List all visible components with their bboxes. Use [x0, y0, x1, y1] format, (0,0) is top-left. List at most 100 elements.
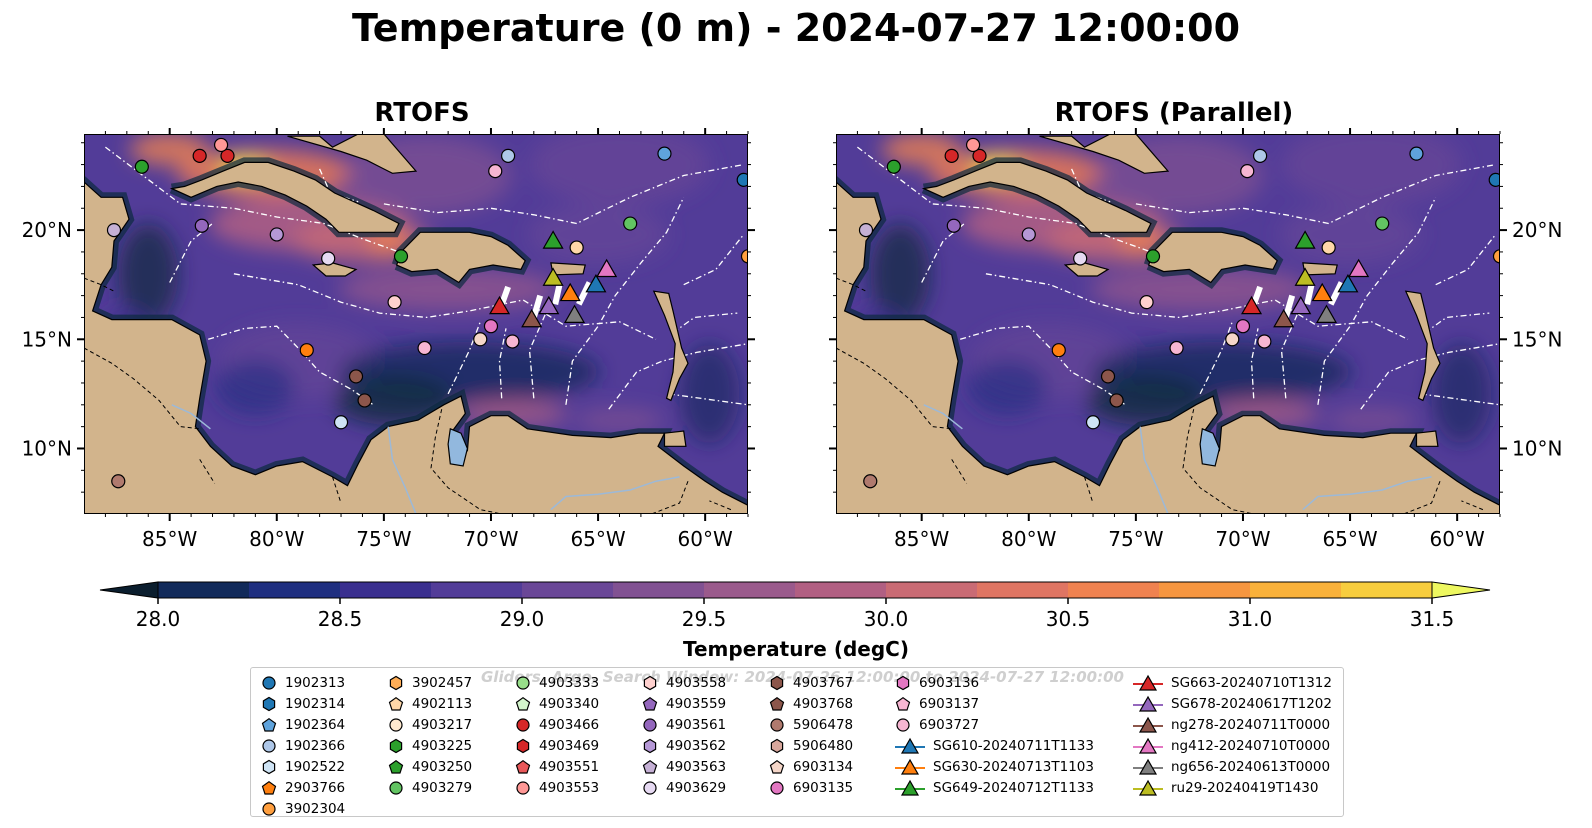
observation-marker-4903558[interactable]: [1139, 295, 1154, 310]
observation-marker-4903562[interactable]: [1021, 227, 1036, 242]
observation-marker-4903767[interactable]: [1100, 369, 1116, 384]
observation-marker-5906478[interactable]: [863, 474, 878, 489]
observation-marker-6903136[interactable]: [483, 319, 499, 334]
observation-marker-4903768[interactable]: [1109, 393, 1124, 408]
observation-marker-SG610-20240711T1133[interactable]: [1337, 273, 1359, 293]
observation-marker-5906478[interactable]: [111, 474, 126, 489]
observation-marker-2903766[interactable]: [299, 343, 314, 358]
observation-marker-6903727[interactable]: [1169, 340, 1184, 356]
legend-item-label: 4903279: [412, 779, 473, 796]
circle-marker-icon: [262, 801, 276, 816]
legend-item-label: 4903563: [666, 758, 727, 775]
observation-marker-1902522[interactable]: [333, 415, 349, 430]
observation-marker-4903466[interactable]: [192, 148, 207, 163]
observation-marker-SG663-20240710T1312[interactable]: [1241, 295, 1263, 315]
observation-marker-4903250[interactable]: [134, 159, 149, 174]
observation-marker-1902366[interactable]: [1253, 148, 1268, 163]
observation-marker-SG678-20240617T1202[interactable]: [1290, 295, 1312, 315]
observation-marker-ng656-20240613T0000[interactable]: [1315, 304, 1338, 323]
observation-marker-ru29-20240419T1430[interactable]: [542, 267, 564, 286]
observation-marker-4903559[interactable]: [194, 218, 209, 233]
legend-item-label: 6903136: [919, 674, 980, 691]
hexagon-marker-icon: [516, 738, 530, 753]
observation-marker-4903629[interactable]: [321, 251, 336, 266]
observation-marker-1902313[interactable]: [1488, 172, 1500, 187]
colorbar-segment: [249, 582, 341, 598]
observation-marker-4903629[interactable]: [1073, 251, 1088, 266]
glider-track: [1282, 294, 1296, 319]
observation-marker-SG649-20240712T1133[interactable]: [1294, 230, 1316, 249]
eez-boundary-line: [1360, 343, 1500, 410]
observation-marker-SG630-20240713T1103[interactable]: [1311, 282, 1333, 302]
observation-marker-SG630-20240713T1103[interactable]: [559, 282, 581, 302]
observation-marker-6903134[interactable]: [473, 332, 488, 347]
observation-marker-SG678-20240617T1202[interactable]: [538, 295, 560, 315]
observation-marker-4903225[interactable]: [1145, 249, 1161, 264]
eez-boundary-line: [857, 146, 1152, 253]
observation-marker-ng412-20240710T0000[interactable]: [1348, 258, 1370, 278]
observation-marker-6903137[interactable]: [1257, 334, 1272, 349]
legend-column: 4903767 4903768 5906478 5906480 6903134 69031…: [769, 672, 853, 798]
colorbar-segment: [1250, 582, 1342, 598]
observation-marker-4903553[interactable]: [213, 137, 229, 153]
observation-marker-SG663-20240710T1312[interactable]: [489, 295, 511, 315]
observation-marker-SG649-20240712T1133[interactable]: [542, 230, 564, 249]
colorbar-segment: [522, 582, 614, 598]
observation-marker-1902364[interactable]: [1409, 146, 1424, 161]
observation-marker-6903134[interactable]: [1225, 332, 1240, 347]
observation-marker-4902113[interactable]: [1321, 240, 1336, 255]
observation-marker-4903559[interactable]: [946, 218, 961, 233]
observation-marker-4903563[interactable]: [858, 222, 874, 238]
observation-marker-6903136[interactable]: [1235, 319, 1251, 334]
legend-item: 6903135: [769, 777, 853, 798]
eez-boundary-line: [672, 312, 738, 334]
observation-marker-4903558[interactable]: [387, 295, 402, 310]
observation-marker-2903766[interactable]: [1051, 343, 1066, 358]
observation-marker-4903469[interactable]: [220, 148, 235, 163]
observation-marker-4903562[interactable]: [269, 227, 284, 242]
triangle-line-marker-icon: [895, 758, 925, 775]
triangle-line-marker-icon: [1133, 779, 1163, 796]
legend-item-label: 4903333: [539, 674, 600, 691]
observation-marker-4903279[interactable]: [1375, 216, 1390, 231]
observation-marker-6903727[interactable]: [417, 340, 432, 356]
observation-marker-ng412-20240710T0000[interactable]: [596, 258, 618, 278]
eez-boundary-line: [528, 306, 550, 399]
temperature-patch: [881, 134, 962, 166]
observation-marker-4903250[interactable]: [886, 159, 901, 174]
observation-marker-1902364[interactable]: [657, 146, 672, 161]
triangle-line-marker-icon: [1133, 695, 1163, 712]
observation-marker-3902304[interactable]: [740, 249, 749, 264]
hexagon-marker-icon: [262, 759, 276, 774]
observation-marker-4903768[interactable]: [357, 393, 372, 408]
observation-marker-6903727[interactable]: [488, 164, 503, 179]
observation-marker-4903466[interactable]: [944, 148, 959, 163]
hexagon-marker-icon: [262, 696, 276, 711]
legend-item-label: 6903727: [919, 716, 980, 733]
y-tick-label: 15°N: [1512, 327, 1562, 351]
observation-marker-3902304[interactable]: [1492, 249, 1501, 264]
observation-marker-4903553[interactable]: [965, 137, 981, 153]
observation-marker-SG610-20240711T1133[interactable]: [585, 273, 607, 293]
legend-item-label: 1902314: [285, 695, 346, 712]
observation-marker-6903727[interactable]: [1240, 164, 1255, 179]
observation-marker-4902113[interactable]: [569, 240, 584, 255]
observation-marker-4903225[interactable]: [393, 249, 409, 264]
colorbar-segment: [1068, 582, 1160, 598]
legend-item: 3902457: [388, 672, 472, 693]
observation-marker-ru29-20240419T1430[interactable]: [1294, 267, 1316, 286]
circle-marker-icon: [516, 717, 530, 732]
observation-marker-ng278-20240711T0000[interactable]: [1273, 308, 1295, 328]
observation-marker-6903137[interactable]: [505, 334, 520, 349]
observation-marker-ng278-20240711T0000[interactable]: [521, 308, 543, 328]
observation-marker-ng656-20240613T0000[interactable]: [563, 304, 586, 323]
observation-marker-4903469[interactable]: [972, 148, 987, 163]
observation-marker-4903279[interactable]: [623, 216, 638, 231]
river-line: [1139, 426, 1169, 514]
observation-marker-1902522[interactable]: [1085, 415, 1101, 430]
observation-marker-4903563[interactable]: [106, 222, 122, 238]
legend-item: 4903563: [642, 756, 726, 777]
observation-marker-1902313[interactable]: [736, 172, 748, 187]
observation-marker-1902366[interactable]: [501, 148, 516, 163]
observation-marker-4903767[interactable]: [348, 369, 364, 384]
